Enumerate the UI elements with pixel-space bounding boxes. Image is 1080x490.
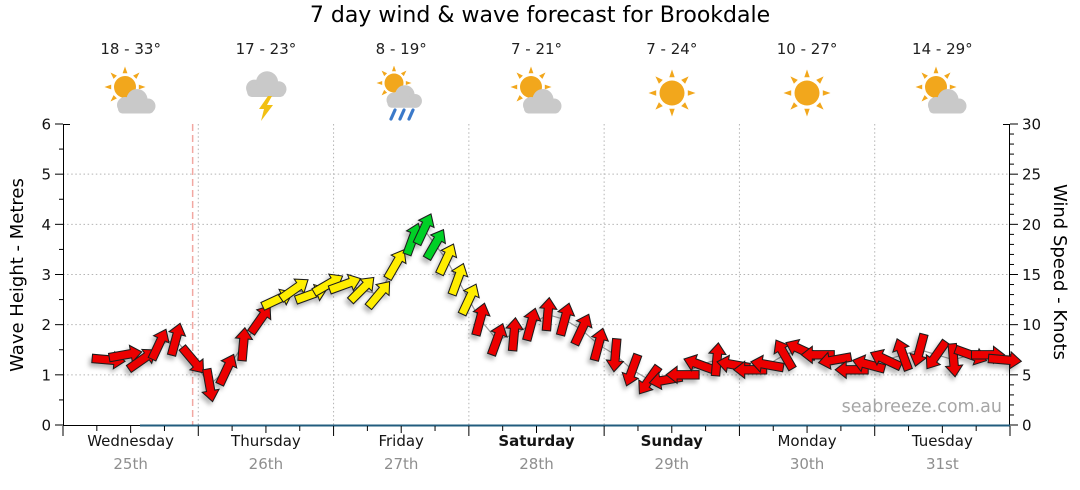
wind-arrow: [166, 322, 187, 357]
right-tick-label: 5: [1022, 366, 1032, 384]
wind-arrow: [522, 307, 542, 342]
temperature-range-label: 14 - 29°: [912, 40, 973, 58]
wind-arrow: [178, 344, 205, 374]
weather-icon-sunny: [640, 66, 704, 126]
wind-arrow: [215, 353, 238, 387]
left-tick-label: 2: [41, 316, 51, 334]
wind-arrow: [909, 332, 929, 368]
wind-arrow: [869, 348, 903, 372]
wind-arrow: [953, 344, 988, 366]
weather-icon-partly-cloudy: [99, 66, 163, 126]
left-tick-label: 0: [41, 417, 51, 435]
wind-arrow: [447, 262, 469, 297]
wind-arrow: [555, 302, 576, 337]
left-tick-label: 3: [41, 266, 51, 284]
wind-arrows: [91, 213, 1023, 403]
wind-arrow: [570, 313, 593, 347]
wind-arrow: [486, 322, 508, 357]
day-label: Sunday: [640, 432, 703, 450]
wind-arrow: [892, 338, 913, 372]
temperature-range-label: 7 - 24°: [646, 40, 698, 58]
right-tick-label: 0: [1022, 417, 1032, 435]
wind-arrow: [147, 328, 170, 362]
wind-arrow: [638, 363, 663, 395]
weather-icon-sun-showers: [369, 65, 433, 126]
temperature-range-label: 7 - 21°: [510, 40, 563, 58]
wind-arrow: [605, 337, 625, 373]
wind-arrow: [665, 365, 700, 385]
wind-arrow: [589, 327, 610, 362]
day-label: Tuesday: [911, 432, 973, 450]
date-label: 28th: [519, 455, 554, 473]
right-tick-label: 25: [1022, 166, 1041, 184]
temperature-range-label: 18 - 33°: [100, 40, 161, 58]
day-label: Monday: [777, 432, 837, 450]
wind-arrow: [364, 280, 391, 311]
wind-arrow: [750, 354, 785, 374]
wind-arrow: [125, 348, 157, 374]
date-label: 29th: [654, 455, 690, 473]
wind-arrow: [327, 273, 362, 295]
wind-arrow: [435, 243, 458, 277]
wind-arrow: [246, 304, 272, 336]
temperature-range-label: 17 - 23°: [235, 40, 297, 58]
right-tick-label: 30: [1022, 116, 1041, 134]
left-tick-label: 1: [41, 366, 51, 384]
weather-icon-thunderstorm: [234, 66, 298, 126]
wind-arrow: [987, 350, 1023, 370]
wind-arrow: [471, 302, 491, 337]
wind-arrow: [346, 276, 375, 305]
wind-arrow: [538, 296, 558, 332]
weather-icon-partly-cloudy: [505, 66, 569, 126]
wind-arrow: [383, 249, 407, 282]
wind-arrow: [925, 338, 951, 370]
day-label: Thursday: [231, 432, 301, 450]
day-label: Friday: [378, 432, 424, 450]
date-label: 26th: [248, 455, 284, 473]
weather-icon-sunny: [775, 66, 839, 126]
date-label: 31st: [925, 455, 959, 473]
left-tick-label: 5: [41, 166, 51, 184]
wind-arrow: [504, 316, 525, 352]
wind-arrow: [851, 354, 887, 374]
left-tick-label: 6: [41, 116, 51, 134]
right-tick-label: 15: [1022, 266, 1041, 284]
day-label: Wednesday: [87, 432, 175, 450]
wind-arrow: [834, 360, 869, 380]
wind-arrow: [800, 345, 835, 365]
wind-arrow: [621, 352, 643, 387]
wind-arrow: [234, 326, 254, 362]
date-label: 25th: [113, 455, 148, 473]
weather-icon-partly-cloudy: [910, 66, 974, 126]
watermark: seabreeze.com.au: [841, 397, 1002, 417]
wind-arrow: [457, 283, 480, 317]
right-tick-label: 20: [1022, 216, 1041, 234]
date-label: 27th: [383, 455, 419, 473]
wind-arrow: [944, 342, 964, 378]
wind-arrow: [201, 367, 220, 403]
right-tick-label: 10: [1022, 316, 1041, 334]
chart-title: 7 day wind & wave forecast for Brookdale: [309, 3, 771, 28]
day-label: Saturday: [498, 432, 575, 450]
wind-arrow: [817, 351, 853, 371]
wind-arrow: [707, 342, 727, 377]
wind-arrow: [422, 228, 447, 262]
temperature-range-label: 8 - 19°: [375, 40, 427, 58]
date-label: 30th: [789, 455, 825, 473]
wind-arrow: [732, 360, 768, 380]
temperature-range-label: 10 - 27°: [776, 40, 838, 58]
wind-arrow: [412, 213, 435, 247]
left-tick-label: 4: [41, 216, 51, 234]
